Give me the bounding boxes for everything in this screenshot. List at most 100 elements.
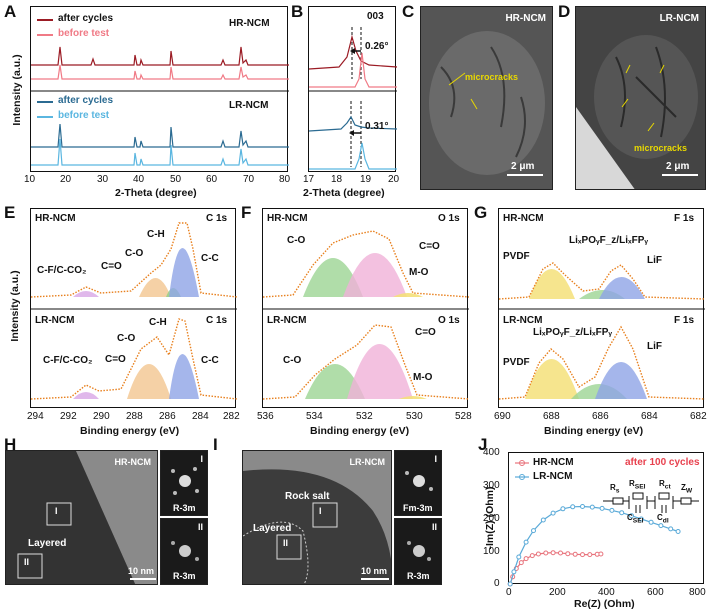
e-top-peak-c=o: C=O <box>101 261 122 272</box>
sem-hr-annotation: microcracks <box>465 72 519 82</box>
tem-hr-roi-2 <box>17 553 43 579</box>
fft-hr-2-label: II <box>197 522 203 532</box>
tem-hr-roi-2-label: II <box>24 557 30 567</box>
tick: 40 <box>133 174 145 185</box>
fft-dot <box>179 475 191 487</box>
tick: 688 <box>543 411 560 422</box>
circuit-rct-label: Rct <box>659 479 671 491</box>
f-bottom-sample: LR-NCM <box>267 315 307 326</box>
tem-lr-boundary <box>243 521 309 584</box>
series-line-hr-ncm <box>509 552 601 585</box>
circuit-zw-label: ZW <box>681 483 692 495</box>
tick: 50 <box>170 174 182 185</box>
circuit-rs-label: Rs <box>610 483 619 495</box>
fft-dot <box>195 557 199 561</box>
circuit-label: R <box>659 479 665 488</box>
f-top-mo <box>393 293 423 297</box>
data-point-lr-ncm <box>629 513 634 519</box>
data-point-hr-ncm <box>580 552 585 558</box>
circuit-label: Z <box>681 483 686 492</box>
fft-lr-2: II R-3m <box>394 518 442 585</box>
fft-hr-1: I R-3m <box>160 450 208 516</box>
data-point-lr-ncm <box>658 523 664 529</box>
tick: 60 <box>206 174 218 185</box>
fft-dot <box>429 487 433 491</box>
g-top-peak-lipof: LiₓPOᵧF_z/LiₓFPᵧ <box>569 235 649 246</box>
circuit-sub: dl <box>662 517 669 525</box>
sem-lr-arrow-3 <box>621 98 629 108</box>
tem-lr-region-1: Rock salt <box>285 491 330 502</box>
fft-lr-2-svg <box>407 541 431 561</box>
data-point-hr-ncm <box>535 551 541 557</box>
tick: 288 <box>126 411 143 422</box>
circuit-label: C <box>627 513 633 522</box>
fft-dot <box>179 545 191 557</box>
panel-f-plot: HR-NCM O 1s C-O C=O M-O LR-NCM O 1s C-O … <box>262 208 470 408</box>
f-top-peak-mo: M-O <box>409 267 429 278</box>
data-point-hr-ncm <box>518 560 524 566</box>
g-bottom-fit <box>498 325 706 400</box>
e-top-cc <box>169 248 199 297</box>
tick: 600 <box>647 587 664 598</box>
e-top-co <box>139 278 171 297</box>
tick: 80 <box>279 174 291 185</box>
tick: 0 <box>494 578 500 589</box>
tem-image-hr: HR-NCM Layered I II 10 nm <box>5 450 158 585</box>
f-bottom-fit <box>262 324 470 400</box>
panel-label-a: A <box>4 2 17 21</box>
sem-hr-arrow-2 <box>470 98 478 110</box>
shift-arrow-bottom-head <box>349 130 354 136</box>
fft-lr-1: I Fm-3m <box>394 450 442 516</box>
data-point-lr-ncm <box>609 507 615 513</box>
panel-b-plot: 003 0.26° 0.31° <box>308 6 398 172</box>
circuit-diagram <box>603 492 699 513</box>
data-point-lr-ncm <box>589 504 595 510</box>
panel-f-svg <box>262 230 470 400</box>
tem-lr-scale-text: 10 nm <box>361 566 388 576</box>
data-point-hr-ncm <box>598 551 604 557</box>
tick: 20 <box>60 174 72 185</box>
tem-hr-roi-1-label: I <box>55 506 58 516</box>
circuit-label: R <box>610 483 616 492</box>
g-top-sample: HR-NCM <box>503 213 544 224</box>
data-point-lr-ncm <box>540 517 546 523</box>
f-top-c=o <box>343 253 407 297</box>
sem-hr-svg <box>421 7 552 189</box>
tick: 532 <box>356 411 373 422</box>
panel-j-xlabel: Re(Z) (Ohm) <box>574 598 635 610</box>
data-point-hr-ncm <box>550 550 556 556</box>
fft-hr-2-svg <box>171 541 199 561</box>
nyquist-legend-hr: HR-NCM <box>533 457 574 468</box>
data-point-lr-ncm <box>675 529 681 534</box>
tem-hr-region: Layered <box>28 538 67 549</box>
e-bottom-peak-ch: C-H <box>149 317 167 328</box>
panel-label-e: E <box>4 203 16 222</box>
tem-lr-roi-1-label: I <box>319 506 322 516</box>
data-point-lr-ncm <box>507 581 513 587</box>
data-point-lr-ncm <box>570 504 576 510</box>
fft-dot <box>173 491 177 495</box>
circuit-sub: ct <box>664 483 671 491</box>
data-point-hr-ncm <box>523 556 529 562</box>
sem-lr-scale-text: 2 μm <box>666 161 690 172</box>
g-bottom-core: F 1s <box>674 315 695 326</box>
fft-hr-2-phase: R-3m <box>173 571 196 581</box>
data-point-lr-ncm <box>648 519 654 525</box>
data-point-hr-ncm <box>587 552 593 558</box>
panel-label-f: F <box>241 203 252 222</box>
sem-lr-arrow-1 <box>625 64 631 74</box>
tem-lr-region-2: Layered <box>253 523 292 534</box>
tick: 286 <box>159 411 176 422</box>
panel-label-h: H <box>4 435 17 454</box>
fft-hr-1-label: I <box>200 454 203 464</box>
data-point-hr-ncm <box>558 550 563 556</box>
sem-lr-svg <box>576 7 705 189</box>
fft-lr-1-phase: Fm-3m <box>403 503 433 513</box>
circuit-sub: SEI <box>632 517 644 525</box>
panel-g-plot: HR-NCM F 1s PVDF LiₓPOᵧF_z/LiₓFPᵧ LiF LR… <box>498 208 706 408</box>
circuit-rsei-label: RSEI <box>629 479 646 491</box>
legend-lr-before: before test <box>58 110 110 121</box>
panel-b-svg <box>308 27 398 170</box>
data-point-lr-ncm <box>550 510 556 516</box>
sem-hr-arrow <box>448 72 466 86</box>
